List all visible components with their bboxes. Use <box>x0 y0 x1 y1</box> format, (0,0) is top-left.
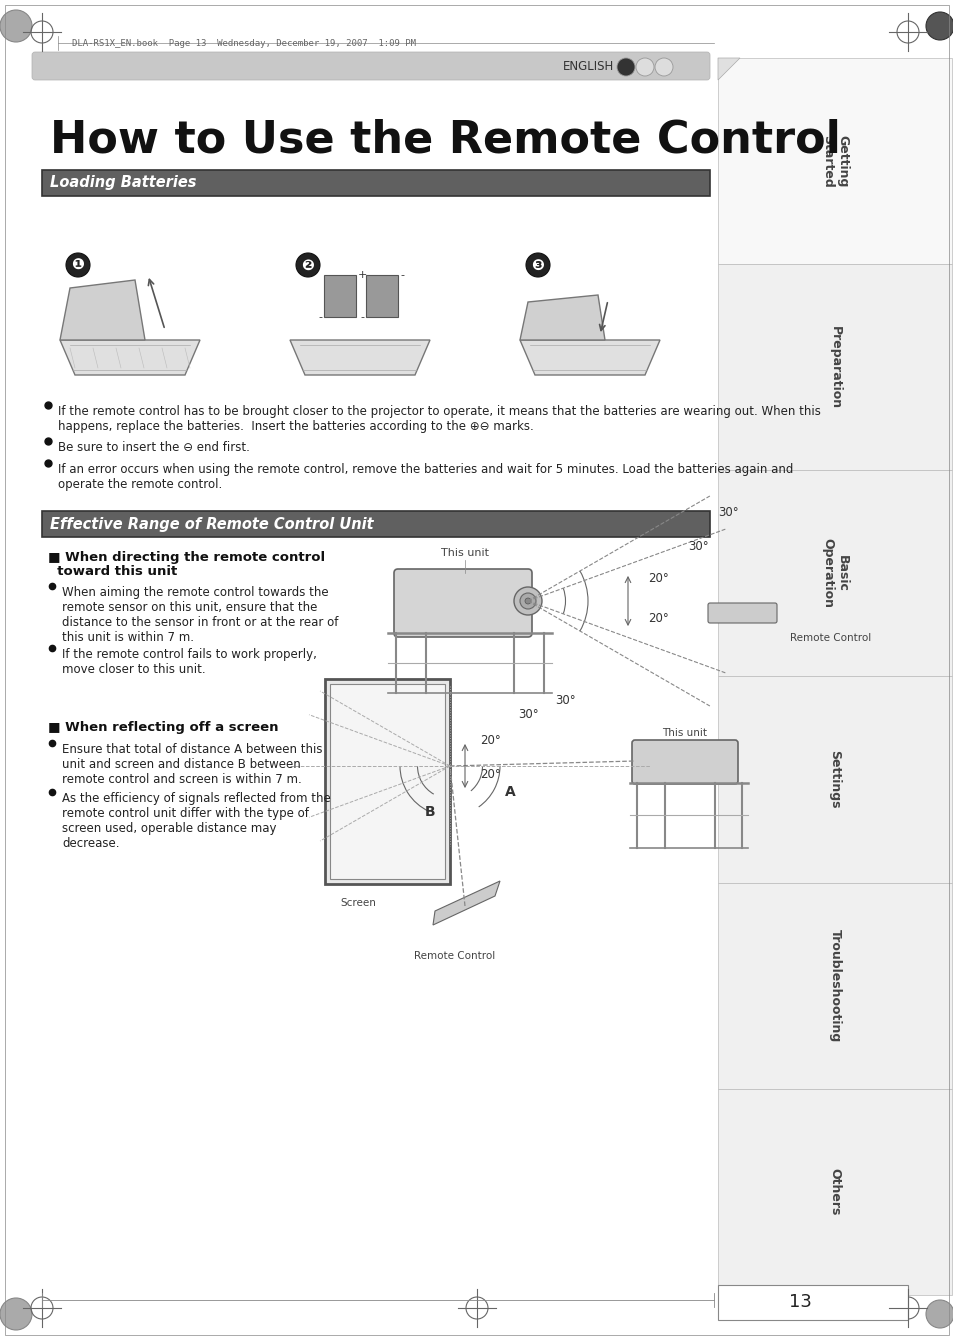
Polygon shape <box>718 58 740 80</box>
FancyBboxPatch shape <box>394 570 532 636</box>
Circle shape <box>295 253 319 277</box>
Text: 13: 13 <box>788 1293 811 1311</box>
Text: Preparation: Preparation <box>827 326 841 409</box>
FancyBboxPatch shape <box>718 1089 951 1294</box>
Text: 30°: 30° <box>517 708 538 721</box>
Text: 20°: 20° <box>479 734 500 746</box>
Polygon shape <box>366 275 397 318</box>
Text: DLA-RS1X_EN.book  Page 13  Wednesday, December 19, 2007  1:09 PM: DLA-RS1X_EN.book Page 13 Wednesday, Dece… <box>71 39 416 47</box>
Circle shape <box>514 587 541 615</box>
Circle shape <box>525 253 550 277</box>
Circle shape <box>0 9 32 42</box>
Text: A: A <box>504 785 516 799</box>
Text: 30°: 30° <box>718 507 738 520</box>
FancyBboxPatch shape <box>718 677 951 883</box>
Text: How to Use the Remote Control: How to Use the Remote Control <box>50 118 840 162</box>
Circle shape <box>524 598 531 604</box>
Text: 20°: 20° <box>647 612 668 626</box>
Text: ❶: ❶ <box>71 257 85 272</box>
Circle shape <box>617 58 635 76</box>
Text: toward this unit: toward this unit <box>48 565 177 578</box>
Text: Ensure that total of distance A between this
unit and screen and distance B betw: Ensure that total of distance A between … <box>62 742 322 787</box>
Text: This unit: This unit <box>661 728 707 738</box>
Text: ■ When reflecting off a screen: ■ When reflecting off a screen <box>48 721 278 734</box>
FancyBboxPatch shape <box>718 883 951 1089</box>
Text: Effective Range of Remote Control Unit: Effective Range of Remote Control Unit <box>50 516 374 532</box>
FancyBboxPatch shape <box>631 740 738 784</box>
FancyBboxPatch shape <box>42 511 709 537</box>
FancyBboxPatch shape <box>718 264 951 470</box>
FancyBboxPatch shape <box>718 1285 907 1320</box>
Polygon shape <box>433 880 499 925</box>
Text: Be sure to insert the ⊖ end first.: Be sure to insert the ⊖ end first. <box>58 441 250 454</box>
Text: 30°: 30° <box>687 540 708 552</box>
Text: If the remote control has to be brought closer to the projector to operate, it m: If the remote control has to be brought … <box>58 405 820 433</box>
FancyBboxPatch shape <box>32 52 709 80</box>
Text: ENGLISH: ENGLISH <box>562 60 614 74</box>
Circle shape <box>0 1298 32 1331</box>
Text: 20°: 20° <box>647 572 668 586</box>
Text: 30°: 30° <box>555 694 575 708</box>
Text: -: - <box>399 269 403 280</box>
Circle shape <box>925 12 953 40</box>
FancyBboxPatch shape <box>325 679 450 884</box>
Polygon shape <box>60 340 200 375</box>
Text: -: - <box>317 312 322 322</box>
Circle shape <box>655 58 672 76</box>
Text: ❷: ❷ <box>301 257 314 272</box>
Circle shape <box>66 253 90 277</box>
FancyBboxPatch shape <box>330 683 444 879</box>
Text: B: B <box>424 805 436 819</box>
Text: When aiming the remote control towards the
remote sensor on this unit, ensure th: When aiming the remote control towards t… <box>62 586 338 645</box>
Text: Remote Control: Remote Control <box>789 632 870 643</box>
FancyBboxPatch shape <box>42 170 709 196</box>
FancyBboxPatch shape <box>718 470 951 677</box>
Text: If an error occurs when using the remote control, remove the batteries and wait : If an error occurs when using the remote… <box>58 464 793 490</box>
Text: Screen: Screen <box>339 898 375 909</box>
Text: If the remote control fails to work properly,
move closer to this unit.: If the remote control fails to work prop… <box>62 649 316 675</box>
Polygon shape <box>519 340 659 375</box>
Text: Basic
Operation: Basic Operation <box>821 539 848 608</box>
FancyBboxPatch shape <box>718 58 951 264</box>
Text: Remote Control: Remote Control <box>414 951 496 961</box>
Text: -: - <box>359 312 364 322</box>
Circle shape <box>519 594 536 608</box>
Text: Getting
Started: Getting Started <box>821 135 848 188</box>
Polygon shape <box>60 280 145 340</box>
Text: This unit: This unit <box>440 548 489 557</box>
Text: ❸: ❸ <box>531 257 544 272</box>
FancyBboxPatch shape <box>707 603 776 623</box>
Text: Settings: Settings <box>827 750 841 809</box>
Circle shape <box>925 1300 953 1328</box>
Text: +: + <box>357 269 367 280</box>
Text: Troubleshooting: Troubleshooting <box>827 929 841 1043</box>
Text: Loading Batteries: Loading Batteries <box>50 176 196 190</box>
Polygon shape <box>519 295 604 340</box>
Text: Others: Others <box>827 1168 841 1215</box>
Text: As the efficiency of signals reflected from the
remote control unit differ with : As the efficiency of signals reflected f… <box>62 792 331 850</box>
Polygon shape <box>290 340 430 375</box>
Circle shape <box>636 58 654 76</box>
Text: ■ When directing the remote control: ■ When directing the remote control <box>48 551 325 564</box>
Text: 20°: 20° <box>479 768 500 781</box>
Polygon shape <box>324 275 355 318</box>
